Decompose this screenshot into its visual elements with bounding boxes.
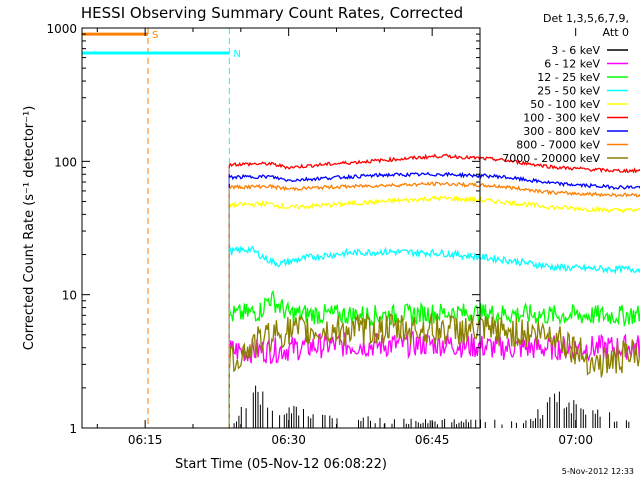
- y-tick-label: 1000: [46, 22, 77, 36]
- x-tick-label: 07:00: [558, 433, 593, 447]
- legend-header-line-2: Att 0: [603, 26, 629, 39]
- series-line-50-100-kev: [228, 195, 640, 428]
- chart-title: HESSI Observing Summary Count Rates, Cor…: [81, 4, 463, 22]
- annotation-label-s: S: [152, 30, 158, 41]
- y-tick-label: 10: [62, 289, 77, 303]
- legend-label-25-50-kev: 25 - 50 keV: [537, 85, 600, 98]
- series-line-3-6-kev: [233, 385, 630, 428]
- date-stamp: 5-Nov-2012 12:33: [562, 467, 634, 476]
- legend-label-12-25-kev: 12 - 25 keV: [537, 71, 600, 84]
- plot-marks: SN: [82, 28, 640, 428]
- x-tick-label: 06:30: [271, 433, 306, 447]
- legend-label-800-7000-kev: 800 - 7000 keV: [516, 139, 600, 152]
- series-line-12-25-kev: [228, 289, 640, 428]
- annotation-label-n: N: [233, 49, 240, 60]
- legend-label-7000-20000-kev: 7000 - 20000 keV: [502, 152, 600, 165]
- axes: 06:1506:3006:4507:0007:1507:3007:4511010…: [46, 22, 593, 447]
- legend-label-6-12-kev: 6 - 12 keV: [544, 58, 600, 71]
- y-tick-label: 100: [54, 155, 77, 169]
- x-tick-label: 06:15: [128, 433, 163, 447]
- x-tick-label: 06:45: [415, 433, 450, 447]
- legend-header-line-1: Det 1,3,5,6,7,9,: [543, 12, 629, 25]
- series-line-7000-20000-kev: [228, 312, 640, 428]
- y-axis-label: Corrected Count Rate (s⁻¹ detector⁻¹): [22, 106, 37, 351]
- plot-frame: [81, 27, 481, 429]
- series-line-800-7000-kev: [228, 181, 640, 428]
- legend-label-100-300-kev: 100 - 300 keV: [523, 112, 600, 125]
- series-line-25-50-kev: [228, 245, 640, 428]
- y-tick-label: 1: [69, 422, 77, 436]
- x-axis-label: Start Time (05-Nov-12 06:08:22): [175, 457, 387, 472]
- series-line-100-300-kev: [228, 153, 640, 428]
- legend-label-300-800-kev: 300 - 800 keV: [523, 125, 600, 138]
- series-line-300-800-kev: [228, 171, 640, 428]
- legend-label-50-100-kev: 50 - 100 keV: [530, 98, 600, 111]
- legend-label-3-6-kev: 3 - 6 keV: [551, 44, 600, 57]
